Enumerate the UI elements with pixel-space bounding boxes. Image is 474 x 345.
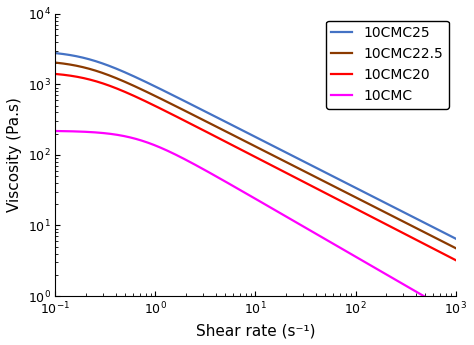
10CMC22.5 [372,205,377,209]
10CMC20 [372,216,377,220]
10CMC25 [53,51,58,55]
10CMC [214,175,220,179]
10CMC [365,262,370,266]
10CMC22.5 [453,246,458,250]
Line: 10CMC25: 10CMC25 [55,53,456,239]
10CMC22.5 [214,125,220,129]
10CMC22.5 [365,201,370,205]
10CMC [372,266,377,270]
10CMC [453,313,458,317]
10CMC25 [365,192,370,196]
10CMC25 [93,59,99,63]
10CMC [229,183,235,187]
10CMC [53,129,58,133]
Line: 10CMC20: 10CMC20 [55,74,456,260]
10CMC22.5 [93,69,99,73]
10CMC20 [365,213,370,217]
10CMC25 [453,237,458,241]
10CMC22.5 [53,60,58,65]
10CMC22.5 [328,183,333,187]
10CMC20 [328,194,333,198]
10CMC20 [93,79,99,83]
X-axis label: Shear rate (s⁻¹): Shear rate (s⁻¹) [196,323,315,338]
10CMC25 [372,195,377,199]
Y-axis label: Viscosity (Pa.s): Viscosity (Pa.s) [7,97,22,212]
Line: 10CMC: 10CMC [55,131,456,315]
10CMC25 [214,116,220,120]
10CMC20 [53,72,58,76]
10CMC20 [214,135,220,139]
Legend: 10CMC25, 10CMC22.5, 10CMC20, 10CMC: 10CMC25, 10CMC22.5, 10CMC20, 10CMC [326,21,449,109]
10CMC [93,130,99,135]
10CMC20 [229,143,235,147]
10CMC25 [229,123,235,127]
10CMC22.5 [229,132,235,137]
10CMC20 [453,258,458,262]
10CMC [328,240,333,244]
Line: 10CMC22.5: 10CMC22.5 [55,62,456,248]
10CMC25 [328,173,333,177]
